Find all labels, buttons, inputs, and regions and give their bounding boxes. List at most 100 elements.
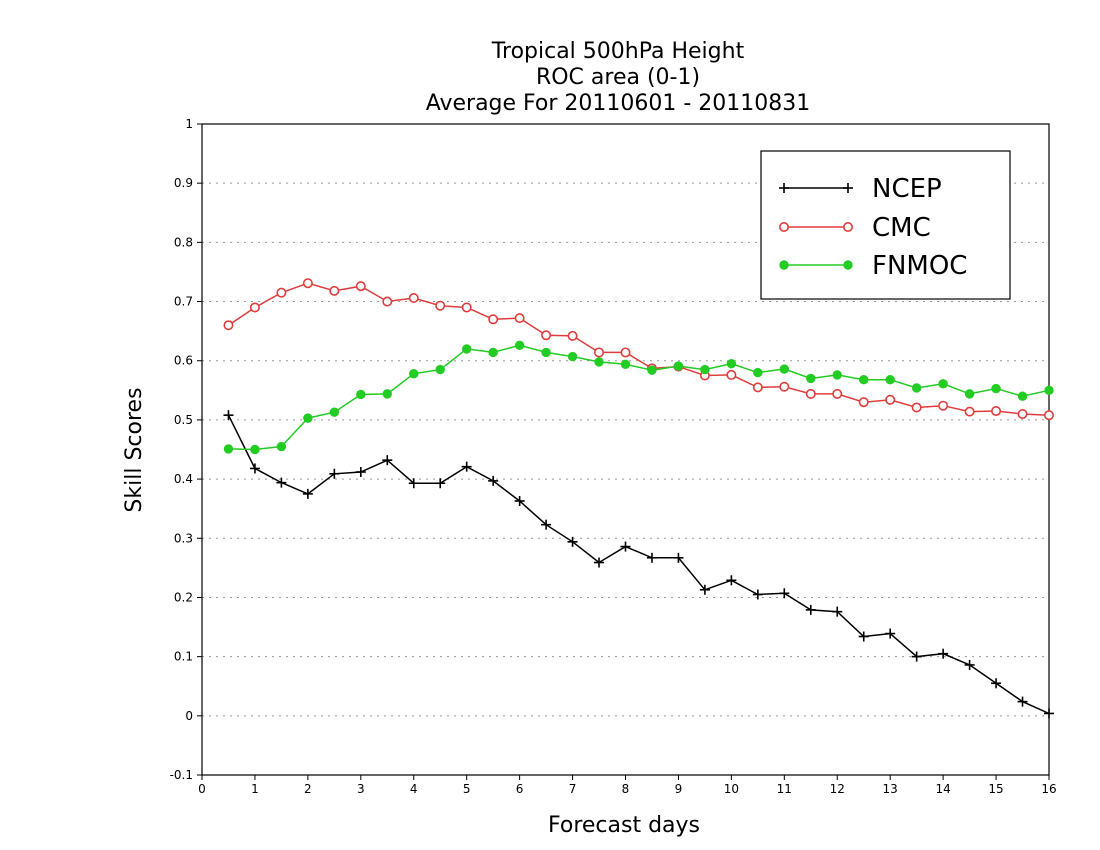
point-fnmoc-27	[938, 379, 948, 389]
x-tick-label-4: 4	[410, 782, 418, 796]
point-cmc-30	[1017, 408, 1028, 419]
point-cmc-23	[832, 388, 843, 399]
point-fnmoc-23	[832, 370, 842, 380]
series-line-cmc	[228, 282, 1050, 416]
x-axis-label: Forecast days	[548, 813, 700, 838]
point-ncep-21	[779, 588, 790, 599]
point-cmc-21	[779, 381, 790, 392]
x-tick-label-3: 3	[357, 782, 365, 796]
point-ncep-9	[461, 461, 472, 472]
y-tick-label-8: 0.7	[174, 295, 193, 309]
legend-marker-end-cmc	[842, 222, 853, 233]
x-tick-label-12: 12	[830, 782, 845, 796]
point-fnmoc-25	[885, 374, 895, 385]
point-fnmoc-21	[779, 364, 790, 374]
y-axis-label: Skill Scores	[122, 387, 147, 512]
x-tick-label-11: 11	[777, 782, 792, 796]
x-tick-label-1: 1	[251, 782, 259, 796]
legend-marker-start-fnmoc	[779, 260, 789, 270]
series-line-ncep	[227, 414, 1050, 715]
point-cmc-2	[276, 287, 287, 298]
point-fnmoc-8	[435, 364, 445, 375]
point-cmc-7	[408, 292, 419, 303]
point-ncep-23	[832, 606, 843, 617]
point-ncep-3	[302, 488, 313, 499]
legend-marker-start-cmc	[778, 222, 789, 233]
point-ncep-16	[646, 552, 657, 563]
x-tick-label-14: 14	[935, 782, 950, 796]
legend-label-fnmoc: FNMOC	[872, 251, 967, 281]
x-tick-label-7: 7	[569, 782, 577, 796]
point-ncep-24	[858, 631, 869, 642]
point-cmc-9	[461, 302, 472, 313]
point-fnmoc-22	[806, 373, 816, 384]
point-fnmoc-13	[567, 351, 578, 362]
point-cmc-13	[567, 330, 578, 341]
point-fnmoc-2	[276, 441, 287, 452]
point-ncep-13	[567, 536, 578, 547]
axis-ticks: 0 1 2 3 4 5 6 7 8 9 10 11 12 13 14 15 16-0.100.10.20.30.…	[170, 117, 1057, 796]
point-fnmoc-26	[911, 383, 922, 393]
point-ncep-19	[726, 575, 737, 586]
grid	[202, 182, 1049, 717]
y-tick-label-7: 0.6	[174, 354, 193, 368]
point-ncep-0	[223, 410, 234, 421]
title-line-2: ROC area (0-1)	[536, 65, 700, 90]
legend-label-cmc: CMC	[872, 213, 931, 243]
point-fnmoc-3	[303, 413, 313, 423]
legend-marker-start-ncep	[779, 183, 789, 193]
point-fnmoc-1	[250, 444, 260, 455]
x-tick-label-2: 2	[304, 782, 312, 796]
point-fnmoc-10	[488, 347, 498, 358]
x-tick-label-13: 13	[883, 782, 898, 796]
legend-label-ncep: NCEP	[872, 174, 942, 204]
y-tick-label-6: 0.5	[174, 413, 193, 427]
point-fnmoc-30	[1017, 391, 1028, 401]
point-fnmoc-20	[753, 367, 763, 378]
point-cmc-15	[620, 347, 631, 358]
point-fnmoc-11	[514, 340, 525, 351]
x-tick-label-10: 10	[724, 782, 739, 796]
point-cmc-5	[355, 281, 366, 292]
point-fnmoc-4	[329, 407, 340, 417]
point-fnmoc-6	[382, 389, 392, 399]
point-fnmoc-0	[223, 444, 234, 454]
point-fnmoc-28	[964, 389, 975, 399]
point-cmc-19	[726, 369, 737, 380]
point-ncep-14	[594, 557, 605, 568]
series-ncep	[223, 410, 1054, 719]
point-fnmoc-9	[461, 344, 472, 354]
x-tick-label-9: 9	[675, 782, 683, 796]
x-tick-label-8: 8	[622, 782, 630, 796]
point-fnmoc-24	[859, 374, 869, 385]
point-cmc-11	[514, 313, 525, 324]
point-ncep-20	[752, 589, 763, 600]
y-tick-label-5: 0.4	[174, 472, 193, 486]
point-cmc-26	[911, 402, 922, 413]
point-cmc-14	[594, 347, 605, 358]
point-ncep-26	[911, 651, 922, 662]
point-cmc-1	[249, 302, 260, 313]
x-tick-label-15: 15	[988, 782, 1003, 796]
point-ncep-27	[938, 648, 949, 659]
point-cmc-25	[885, 394, 896, 405]
point-ncep-30	[1017, 696, 1028, 707]
series-fnmoc	[223, 340, 1054, 455]
point-fnmoc-18	[700, 364, 710, 375]
series-cmc	[223, 278, 1055, 421]
point-cmc-29	[991, 406, 1002, 417]
point-ncep-11	[514, 495, 525, 506]
point-fnmoc-16	[647, 365, 657, 375]
point-fnmoc-5	[356, 389, 366, 400]
point-ncep-4	[329, 468, 340, 479]
point-fnmoc-17	[673, 361, 684, 371]
point-ncep-12	[541, 519, 552, 530]
point-ncep-1	[249, 463, 260, 474]
point-ncep-15	[620, 541, 631, 552]
point-ncep-25	[885, 628, 896, 639]
x-tick-label-16: 16	[1041, 782, 1056, 796]
y-tick-label-11: 1	[185, 117, 193, 131]
x-tick-label-6: 6	[516, 782, 524, 796]
point-cmc-20	[752, 382, 763, 393]
